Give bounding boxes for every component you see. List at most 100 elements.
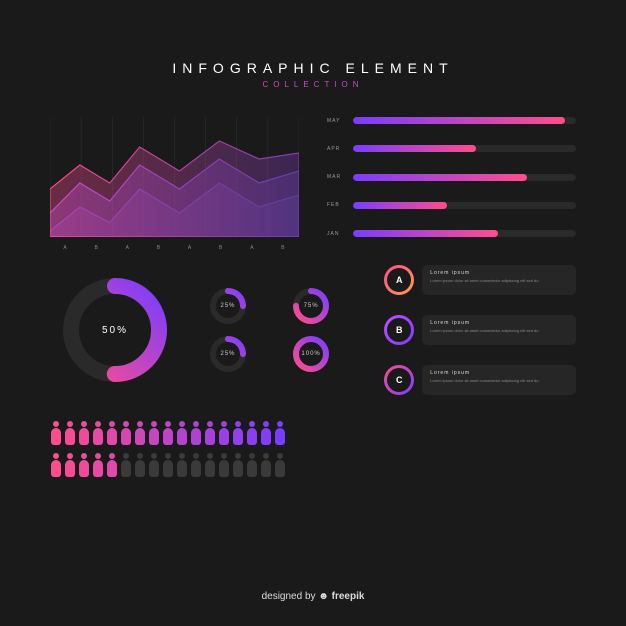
- hbar-track: [353, 145, 576, 152]
- footer-brand: freepik: [332, 591, 365, 602]
- person-icon: [64, 421, 75, 447]
- hbar-fill: [353, 174, 527, 181]
- option-ring: C: [384, 365, 414, 395]
- person-icon: [92, 421, 103, 447]
- area-chart: ABABABAB: [50, 117, 299, 237]
- hbar-label: MAR: [327, 174, 345, 180]
- hbar-row: MAR: [327, 174, 576, 181]
- donut-small: 25%: [208, 286, 273, 326]
- option-title: Lorem ipsum: [430, 270, 568, 277]
- footer-prefix: designed by: [262, 591, 319, 602]
- freepik-icon: ☻: [318, 591, 331, 602]
- hbar-label: MAY: [327, 118, 345, 124]
- hbar-label: JAN: [327, 231, 345, 237]
- person-icon: [134, 453, 145, 479]
- hbar-fill: [353, 117, 565, 124]
- hbar-label: APR: [327, 146, 345, 152]
- option-box: Lorem ipsumLorem ipsum dolor sit amet co…: [422, 265, 576, 295]
- x-axis-label: A: [188, 245, 192, 251]
- person-icon: [50, 421, 61, 447]
- person-icon: [148, 421, 159, 447]
- person-icon: [176, 453, 187, 479]
- person-icon: [134, 421, 145, 447]
- title-block: INFOGRAPHIC ELEMENT COLLECTION: [50, 60, 576, 89]
- x-axis-label: B: [219, 245, 223, 251]
- person-icon: [120, 421, 131, 447]
- option-row: C Lorem ipsumLorem ipsum dolor sit amet c…: [384, 365, 576, 395]
- person-icon: [162, 421, 173, 447]
- option-letter: C: [387, 368, 411, 392]
- people-row: [50, 453, 329, 479]
- x-axis-label: B: [95, 245, 99, 251]
- person-icon: [246, 421, 257, 447]
- hbar-track: [353, 117, 576, 124]
- donut-large: 50%: [50, 265, 180, 395]
- hbar-fill: [353, 145, 476, 152]
- donut-small: 100%: [291, 334, 356, 374]
- person-icon: [50, 453, 61, 479]
- hbar-track: [353, 174, 576, 181]
- donut-grid: 25% 75% 25% 100%: [208, 265, 356, 395]
- person-icon: [162, 453, 173, 479]
- x-axis-label: A: [250, 245, 254, 251]
- footer-credit: designed by ☻ freepik: [0, 591, 626, 602]
- main-title: INFOGRAPHIC ELEMENT: [50, 60, 576, 76]
- person-icon: [218, 453, 229, 479]
- donut-small-label: 25%: [220, 351, 235, 357]
- donut-large-label: 50%: [60, 275, 170, 385]
- option-letter: B: [387, 318, 411, 342]
- hbar-row: FEB: [327, 202, 576, 209]
- hbar-track: [353, 230, 576, 237]
- person-icon: [232, 421, 243, 447]
- hbar-row: JAN: [327, 230, 576, 237]
- hbar-fill: [353, 202, 447, 209]
- option-ring: A: [384, 265, 414, 295]
- donut-small: 75%: [291, 286, 356, 326]
- person-icon: [78, 421, 89, 447]
- person-icon: [246, 453, 257, 479]
- person-icon: [176, 421, 187, 447]
- person-icon: [260, 421, 271, 447]
- option-letter: A: [387, 268, 411, 292]
- donut-small: 25%: [208, 334, 273, 374]
- horizontal-bar-chart: MAY APR MAR FEB JAN: [327, 117, 576, 237]
- x-axis-label: B: [157, 245, 161, 251]
- person-icon: [204, 421, 215, 447]
- option-text: Lorem ipsum dolor sit amet consectetur a…: [430, 278, 568, 284]
- x-axis-label: B: [281, 245, 285, 251]
- donut-small-label: 75%: [304, 303, 319, 309]
- person-icon: [274, 421, 285, 447]
- person-icon: [232, 453, 243, 479]
- option-ring: B: [384, 315, 414, 345]
- x-axis-label: A: [126, 245, 130, 251]
- person-icon: [204, 453, 215, 479]
- subtitle: COLLECTION: [50, 80, 576, 89]
- hbar-row: MAY: [327, 117, 576, 124]
- option-title: Lorem ipsum: [430, 370, 568, 377]
- donut-small-label: 25%: [220, 303, 235, 309]
- donut-small-label: 100%: [301, 351, 320, 357]
- people-chart: [50, 421, 329, 501]
- person-icon: [78, 453, 89, 479]
- person-icon: [120, 453, 131, 479]
- option-list: ALorem ipsumLorem ipsum dolor sit amet c…: [384, 265, 576, 395]
- person-icon: [92, 453, 103, 479]
- hbar-track: [353, 202, 576, 209]
- hbar-fill: [353, 230, 498, 237]
- option-box: Lorem ipsumLorem ipsum dolor sit amet co…: [422, 365, 576, 395]
- hbar-label: FEB: [327, 202, 345, 208]
- person-icon: [106, 453, 117, 479]
- option-box: Lorem ipsumLorem ipsum dolor sit amet co…: [422, 315, 576, 345]
- option-row: B Lorem ipsumLorem ipsum dolor sit amet c…: [384, 315, 576, 345]
- people-row: [50, 421, 329, 447]
- hbar-row: APR: [327, 145, 576, 152]
- option-row: A Lorem ipsumLorem ipsum dolor sit amet c…: [384, 265, 576, 295]
- person-icon: [218, 421, 229, 447]
- x-axis-label: A: [63, 245, 67, 251]
- person-icon: [106, 421, 117, 447]
- person-icon: [260, 453, 271, 479]
- option-text: Lorem ipsum dolor sit amet consectetur a…: [430, 378, 568, 384]
- person-icon: [190, 421, 201, 447]
- person-icon: [190, 453, 201, 479]
- option-title: Lorem ipsum: [430, 320, 568, 327]
